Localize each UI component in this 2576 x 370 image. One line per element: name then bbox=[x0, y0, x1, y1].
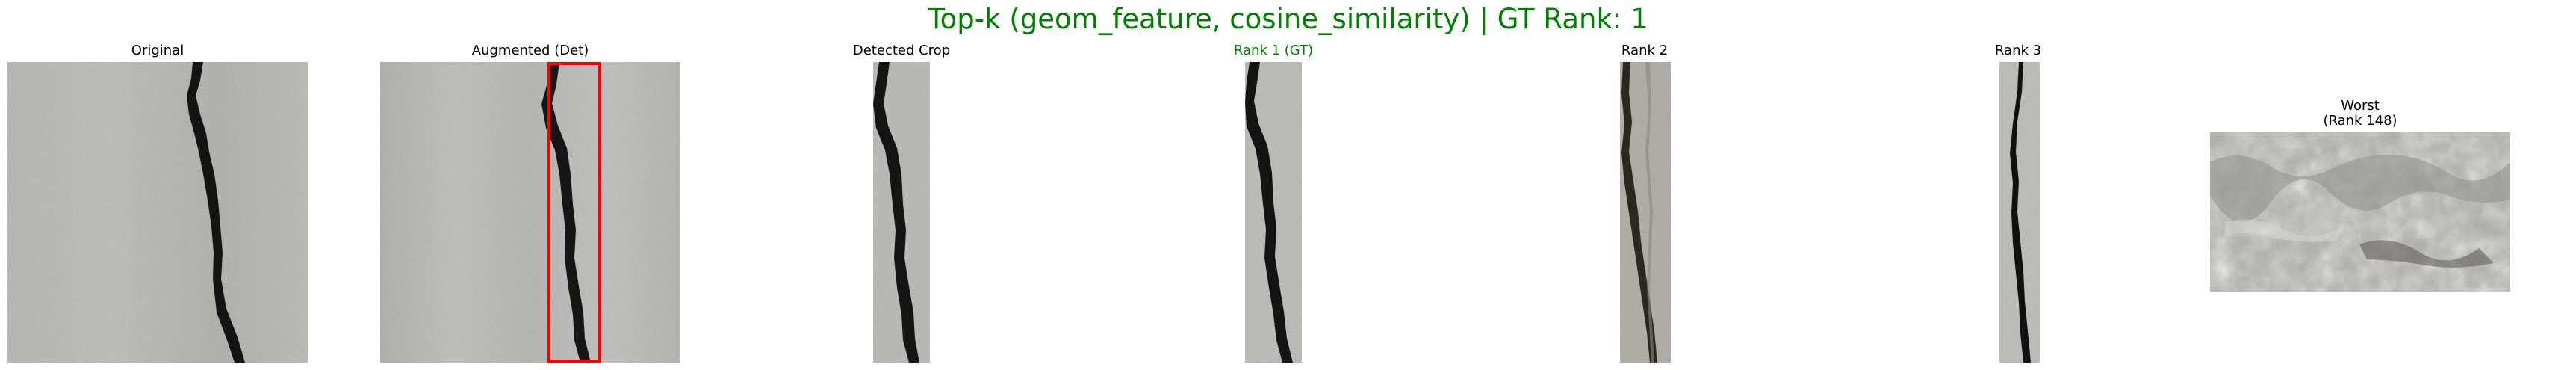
augmented-image bbox=[380, 62, 680, 363]
original-image-graphic bbox=[7, 62, 308, 363]
worst-rank-148-image-graphic bbox=[2210, 132, 2510, 292]
detected-crop-image bbox=[873, 62, 930, 363]
panel-title-original: Original bbox=[131, 43, 184, 58]
panel-title-rank-1-gt: Rank 1 (GT) bbox=[1233, 43, 1314, 58]
rank-1-gt-image bbox=[1245, 62, 1302, 363]
panel-title-rank-3: Rank 3 bbox=[1994, 43, 2042, 58]
detected-crop-image-graphic bbox=[873, 62, 930, 363]
panel-title-worst-line1: Worst bbox=[2341, 98, 2380, 114]
original-image bbox=[7, 62, 308, 363]
panel-title-augmented: Augmented (Det) bbox=[471, 43, 589, 58]
rank-2-image bbox=[1620, 62, 1671, 363]
rank-3-image-graphic bbox=[1999, 62, 2040, 363]
rank-1-gt-image-graphic bbox=[1245, 62, 1302, 363]
panel-title-worst-line2: (Rank 148) bbox=[2323, 113, 2397, 129]
panel-title-detected-crop: Detected Crop bbox=[852, 43, 951, 58]
rank-3-image bbox=[1999, 62, 2040, 363]
rank-2-image-graphic bbox=[1620, 62, 1671, 363]
figure-title: Top-k (geom_feature, cosine_similarity) … bbox=[928, 3, 1648, 35]
detection-box bbox=[547, 62, 601, 363]
panel-title-worst: Worst (Rank 148) bbox=[2323, 99, 2397, 129]
worst-rank-148-image bbox=[2210, 132, 2510, 292]
augmented-image-graphic bbox=[380, 62, 680, 363]
panel-title-rank-2: Rank 2 bbox=[1621, 43, 1669, 58]
